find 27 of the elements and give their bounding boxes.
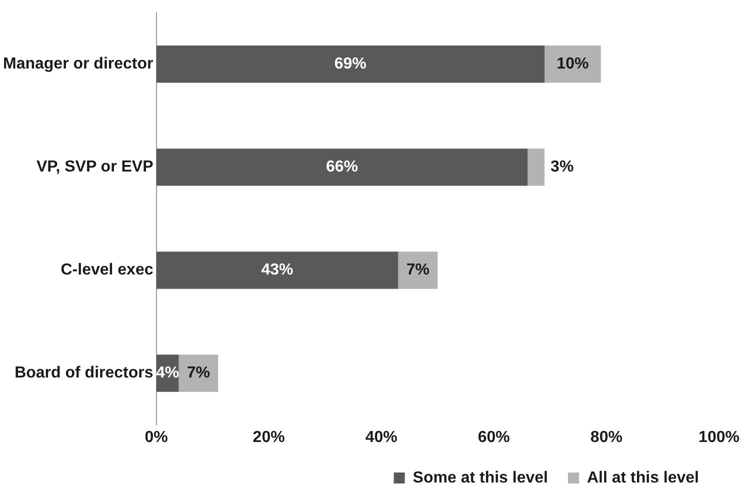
legend-label: Some at this level [412,469,548,486]
x-tick-label: 20% [252,428,285,446]
data-label: 43% [261,262,294,279]
data-label: 66% [326,158,358,176]
bar [156,252,398,289]
x-tick-label: 0% [144,428,168,446]
bar [178,354,218,392]
bar [156,148,528,186]
bar [528,148,545,186]
bar [544,46,601,83]
y-tick-label: Manager or director [2,56,154,73]
y-tick-label: VP, SVP or EVP [36,158,154,176]
y-tick-label: C-level exec [60,262,154,279]
legend-label: All at this level [586,469,700,486]
data-label: 3% [550,158,574,176]
x-tick-label: 80% [590,428,622,446]
x-tick-label: 40% [365,428,398,446]
x-tick-label: 100% [698,428,740,446]
bar [156,46,545,83]
data-label: 7% [186,364,210,382]
y-tick-label: Board of directors [14,364,154,382]
data-label: 7% [406,262,430,279]
bar [398,252,438,289]
x-tick-label: 60% [478,428,510,446]
data-label: 10% [556,56,589,73]
data-label: 4% [156,364,180,382]
data-label: 69% [334,56,366,73]
